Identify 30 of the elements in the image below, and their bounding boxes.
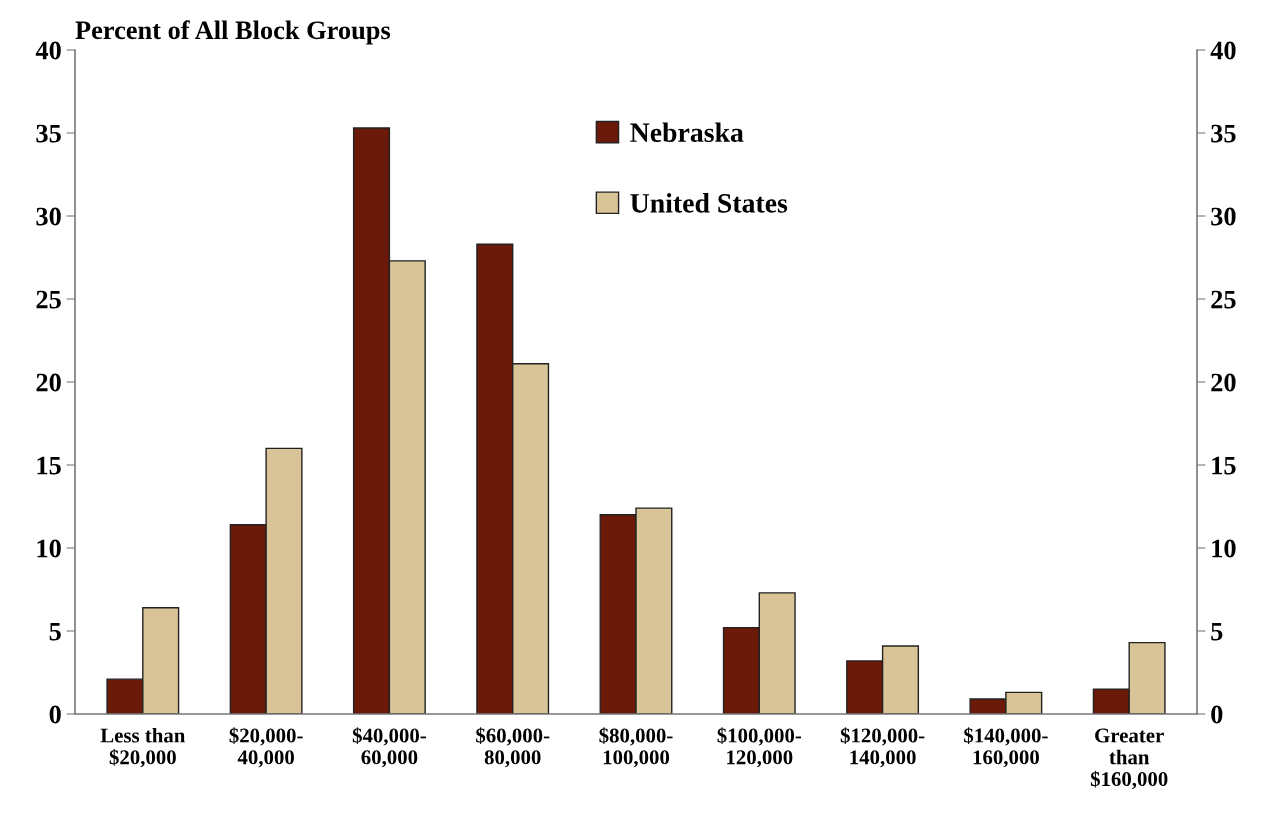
y-tick-label: 35 (36, 124, 61, 143)
y2-tick-label: 0 (1211, 705, 1223, 724)
y-tick-label: 15 (37, 456, 61, 475)
x-tick-label: $60,000- 80,000 (476, 727, 550, 768)
x-tick-label: Greater than $160,000 (1090, 728, 1168, 790)
y2-tick-label: 40 (1210, 41, 1236, 60)
y-tick-label: 0 (49, 705, 61, 724)
y-tick-label: 5 (49, 622, 61, 641)
y-tick-label: 25 (36, 290, 61, 309)
x-tick-label: $20,000- 40,000 (229, 727, 303, 768)
x-tick-label: $100,000- 120,000 (717, 727, 802, 768)
y2-tick-label: 20 (1211, 373, 1236, 392)
y2-tick-label: 35 (1211, 124, 1236, 143)
x-tick-label: $120,000- 140,000 (840, 727, 925, 768)
legend-label: Nebraska (630, 122, 744, 143)
x-tick-label: $80,000- 100,000 (599, 727, 673, 768)
legend-label: United States (630, 193, 788, 213)
x-tick-label: $140,000- 160,000 (964, 727, 1048, 768)
y2-tick-label: 5 (1211, 622, 1223, 641)
y2-tick-label: 30 (1211, 207, 1236, 226)
y-tick-label: 30 (36, 207, 61, 226)
x-tick-label: $40,000- 60,000 (352, 727, 426, 768)
y2-tick-label: 10 (1212, 539, 1236, 558)
y-tick-label: 20 (36, 373, 61, 392)
y2-tick-label: 25 (1211, 290, 1236, 309)
y2-tick-label: 15 (1212, 456, 1236, 475)
x-tick-label: Less than $20,000 (100, 727, 186, 768)
y-tick-label: 10 (37, 539, 61, 558)
y-tick-label: 40 (35, 41, 61, 60)
y-axis-title: Percent of All Block Groups (75, 20, 391, 45)
